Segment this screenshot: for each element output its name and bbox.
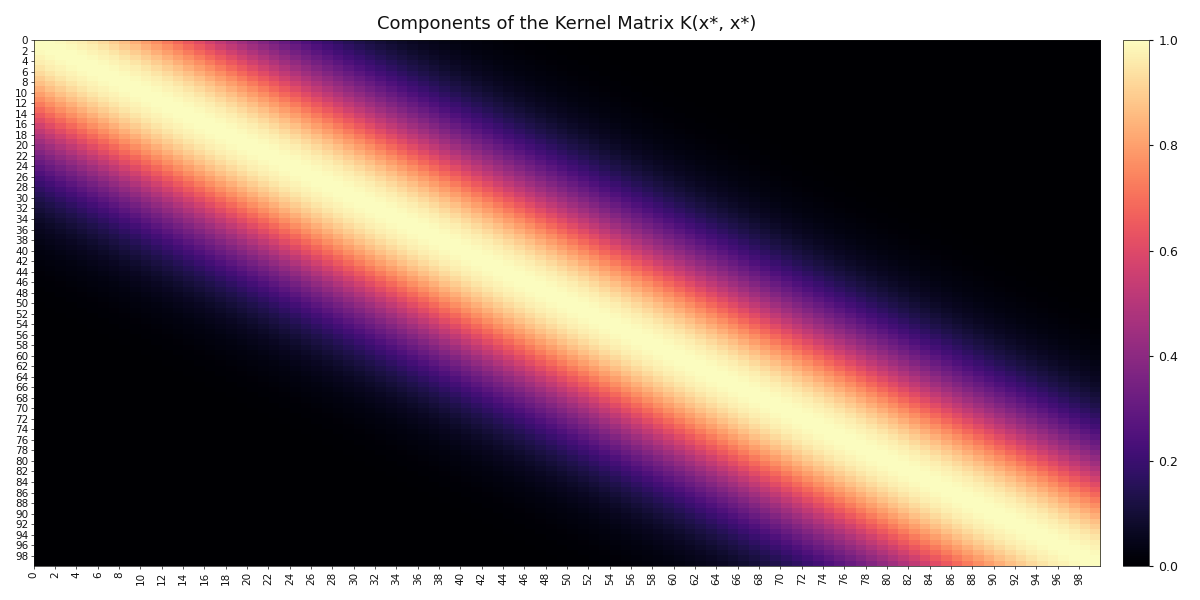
Title: Components of the Kernel Matrix K(x*, x*): Components of the Kernel Matrix K(x*, x*…	[377, 15, 757, 33]
